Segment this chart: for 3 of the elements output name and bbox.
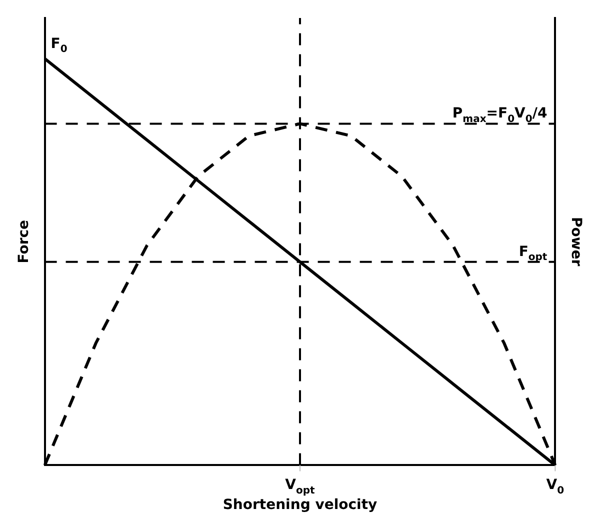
y-axis-title: Force — [16, 220, 32, 264]
x-axis-title: Shortening velocity — [222, 497, 378, 514]
y2-axis-title: Power — [568, 216, 584, 266]
